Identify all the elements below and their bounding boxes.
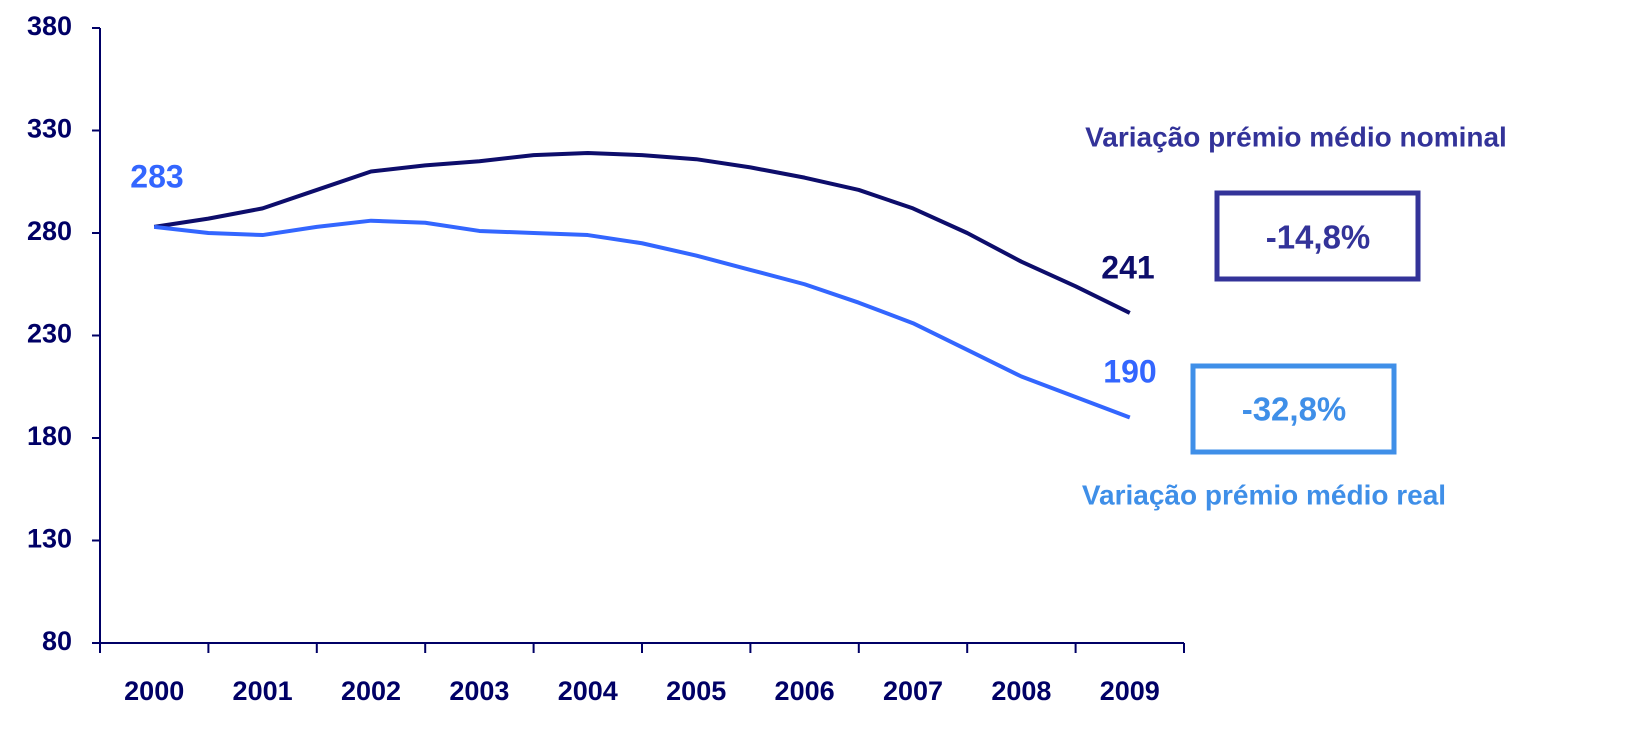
annotation: 241 bbox=[1101, 249, 1154, 285]
x-tick-label: 2007 bbox=[883, 676, 943, 706]
y-tick-label: 130 bbox=[27, 524, 72, 554]
x-tick-label: 2005 bbox=[666, 676, 726, 706]
legend-label: Variação prémio médio nominal bbox=[1085, 121, 1507, 152]
y-tick-label: 280 bbox=[27, 216, 72, 246]
annotation: 283 bbox=[130, 158, 183, 194]
series-line bbox=[153, 151, 1131, 315]
x-tick-label: 2000 bbox=[124, 676, 184, 706]
annotation: -14,8% bbox=[1266, 219, 1371, 256]
series-line bbox=[153, 218, 1131, 420]
annotation-box bbox=[1190, 363, 1397, 455]
x-tick-label: 2004 bbox=[558, 676, 618, 706]
y-tick-label: 380 bbox=[27, 11, 72, 41]
x-tick-label: 2008 bbox=[991, 676, 1051, 706]
annotation: -32,8% bbox=[1242, 391, 1347, 428]
x-tick-label: 2002 bbox=[341, 676, 401, 706]
x-tick-label: 2006 bbox=[775, 676, 835, 706]
y-tick-label: 180 bbox=[27, 421, 72, 451]
y-tick-label: 330 bbox=[27, 114, 72, 144]
x-tick-label: 2003 bbox=[449, 676, 509, 706]
x-tick-label: 2009 bbox=[1100, 676, 1160, 706]
annotation: 190 bbox=[1103, 353, 1156, 389]
legend-label: Variação prémio médio real bbox=[1082, 479, 1446, 510]
annotation-box bbox=[1214, 190, 1421, 282]
y-tick-label: 80 bbox=[42, 626, 72, 656]
x-tick-label: 2001 bbox=[233, 676, 293, 706]
y-tick-label: 230 bbox=[27, 319, 72, 349]
